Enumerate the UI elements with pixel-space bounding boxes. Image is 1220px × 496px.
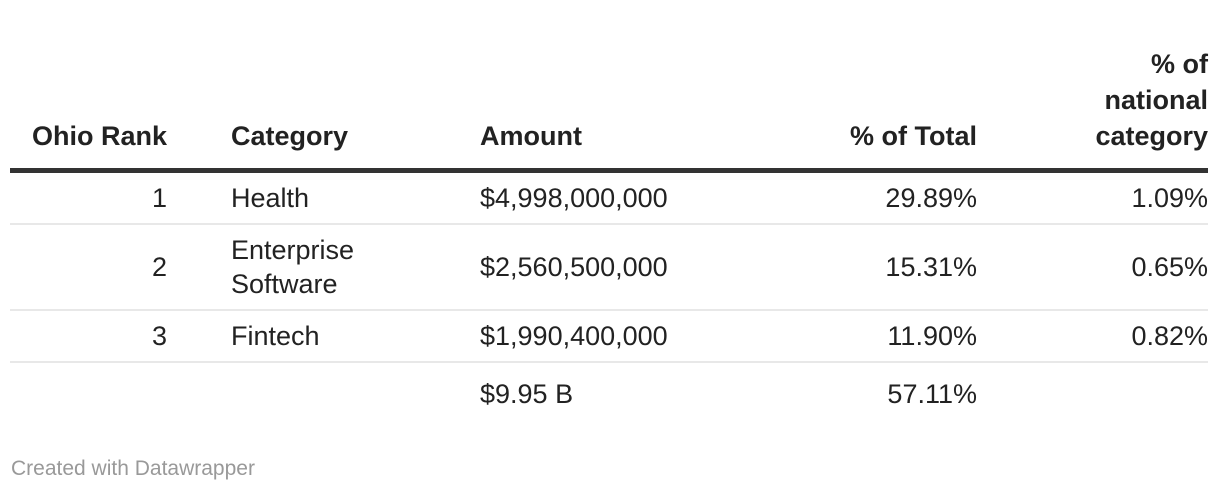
datawrapper-attribution-link[interactable]: Created with Datawrapper [11,457,255,480]
cell-pct-total: 11.90% [780,310,980,363]
data-table: Ohio Rank Category Amount % of Total % o… [10,46,1208,423]
cell-pct-national: 1.09% [980,170,1208,225]
cell-category: Health [167,170,447,225]
total-cell-empty-national [980,362,1208,423]
cell-rank: 2 [10,224,167,311]
total-cell-empty-category [167,362,447,423]
cell-amount: $2,560,500,000 [447,224,780,311]
attribution: Created with Datawrapper [11,456,255,482]
total-row: $9.95 B 57.11% [10,362,1208,423]
table-row: 2 Enterprise Software $2,560,500,000 15.… [10,224,1208,311]
cell-pct-national: 0.82% [980,310,1208,363]
total-cell-amount: $9.95 B [480,379,574,409]
cell-pct-total: 15.31% [780,224,980,311]
col-header-pct-total: % of Total [780,46,980,173]
cell-category: Enterprise Software [167,224,447,311]
col-header-ohio-rank: Ohio Rank [10,46,167,173]
total-cell-empty-rank [10,362,167,423]
cell-pct-total: 29.89% [780,170,980,225]
col-header-pct-national-category: % of national category [980,46,1208,173]
cell-category: Fintech [167,310,447,363]
cell-pct-national: 0.65% [980,224,1208,311]
col-header-category: Category [167,46,447,173]
col-header-amount: Amount [447,46,780,173]
header-row: Ohio Rank Category Amount % of Total % o… [10,46,1208,173]
table-row: 3 Fintech $1,990,400,000 11.90% 0.82% [10,310,1208,363]
cell-amount: $4,998,000,000 [447,170,780,225]
table-row: 1 Health $4,998,000,000 29.89% 1.09% [10,170,1208,225]
cell-rank: 3 [10,310,167,363]
cell-amount: $1,990,400,000 [447,310,780,363]
total-cell-pct-total: 57.11% [887,379,977,409]
cell-rank: 1 [10,170,167,225]
